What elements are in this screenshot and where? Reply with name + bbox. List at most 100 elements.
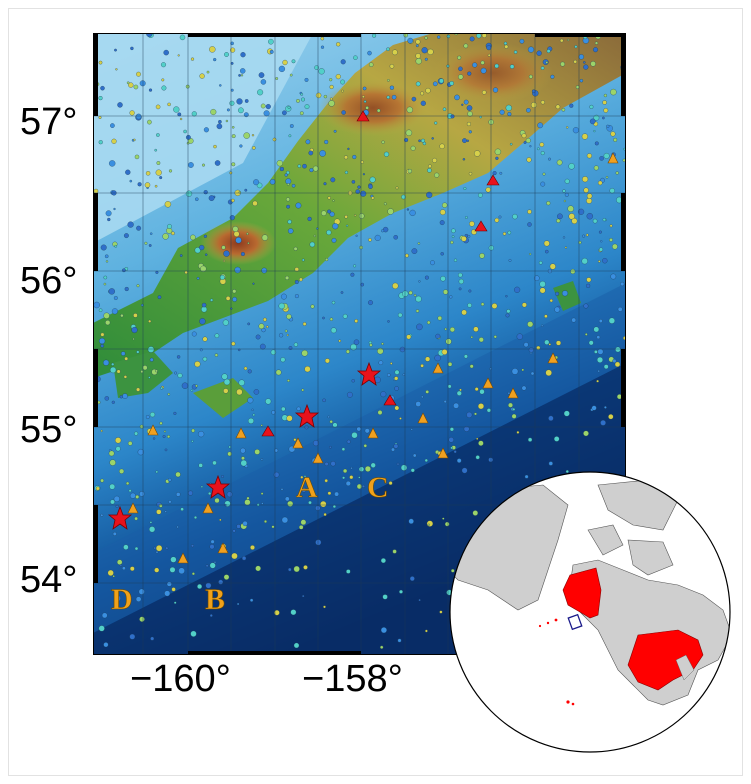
epicenter-dot <box>269 179 276 185</box>
epicenter-dot <box>378 360 384 365</box>
epicenter-dot <box>439 610 443 614</box>
epicenter-dot <box>134 546 139 551</box>
epicenter-dot <box>191 440 194 443</box>
epicenter-dot <box>602 116 605 120</box>
epicenter-dot <box>524 474 529 479</box>
epicenter-dot <box>329 97 333 101</box>
epicenter-dot <box>100 244 107 251</box>
epicenter-dot <box>396 462 400 466</box>
epicenter-dot <box>451 235 455 238</box>
epicenter-dot <box>167 435 171 439</box>
epicenter-dot <box>526 108 531 113</box>
epicenter-dot <box>302 163 307 169</box>
epicenter-dot <box>137 182 142 187</box>
epicenter-dot <box>261 267 268 274</box>
epicenter-dot <box>194 361 201 368</box>
epicenter-dot <box>236 602 240 606</box>
epicenter-dot <box>351 180 356 184</box>
epicenter-dot <box>344 215 348 219</box>
epicenter-dot <box>119 468 125 474</box>
epicenter-dot <box>578 208 585 215</box>
epicenter-dot <box>493 335 497 339</box>
epicenter-dot <box>331 238 337 243</box>
epicenter-dot <box>117 559 123 565</box>
epicenter-dot <box>231 341 236 346</box>
epicenter-dot <box>281 406 286 412</box>
epicenter-dot <box>236 98 243 105</box>
globe-inset-map <box>449 471 731 753</box>
epicenter-dot <box>333 129 337 133</box>
epicenter-dot <box>247 322 251 326</box>
epicenter-dot <box>293 438 297 442</box>
epicenter-dot <box>593 47 598 53</box>
epicenter-dot <box>115 591 119 594</box>
epicenter-dot <box>98 96 103 101</box>
epicenter-dot <box>495 156 499 160</box>
epicenter-dot <box>461 467 468 474</box>
epicenter-dot <box>479 253 485 259</box>
epicenter-dot <box>381 229 385 233</box>
epicenter-dot <box>150 636 155 641</box>
epicenter-dot <box>530 102 537 108</box>
epicenter-dot <box>369 343 373 347</box>
epicenter-dot <box>451 228 456 234</box>
epicenter-dot <box>579 79 584 83</box>
alaska-highlight <box>562 567 602 619</box>
epicenter-dot <box>173 411 177 415</box>
epicenter-dot <box>111 400 115 404</box>
epicenter-dot <box>100 513 104 517</box>
epicenter-dot <box>287 500 294 507</box>
epicenter-dot <box>286 170 290 175</box>
epicenter-dot <box>608 414 614 420</box>
epicenter-dot <box>407 168 412 174</box>
epicenter-dot <box>198 431 205 438</box>
epicenter-dot <box>329 420 333 424</box>
epicenter-dot <box>540 181 546 187</box>
epicenter-dot <box>567 205 574 212</box>
epicenter-dot <box>505 104 512 112</box>
epicenter-dot <box>194 247 201 254</box>
epicenter-dot <box>103 359 110 366</box>
epicenter-dot <box>594 41 599 45</box>
epicenter-dot <box>198 463 203 468</box>
epicenter-dot <box>308 150 314 156</box>
epicenter-dot <box>200 485 204 488</box>
epicenter-dot <box>156 161 161 165</box>
epicenter-dot <box>288 567 292 572</box>
epicenter-dot <box>439 220 445 226</box>
epicenter-dot <box>355 234 358 237</box>
epicenter-dot <box>415 44 419 48</box>
epicenter-dot <box>376 108 381 113</box>
epicenter-dot <box>204 253 208 256</box>
epicenter-dot <box>105 260 109 263</box>
epicenter-dot <box>480 67 487 74</box>
epicenter-dot <box>578 54 584 60</box>
epicenter-dot <box>287 228 294 234</box>
epicenter-dot <box>251 134 255 137</box>
epicenter-dot <box>109 366 117 374</box>
epicenter-dot <box>326 229 332 236</box>
epicenter-dot <box>324 358 330 364</box>
epicenter-dot <box>409 576 415 582</box>
epicenter-dot <box>583 430 589 437</box>
epicenter-dot <box>415 295 422 303</box>
epicenter-dot <box>179 254 183 257</box>
epicenter-dot <box>329 78 333 82</box>
epicenter-dot <box>507 391 511 395</box>
epicenter-dot <box>231 198 235 203</box>
epicenter-dot <box>329 317 334 321</box>
epicenter-dot <box>191 572 195 576</box>
epicenter-dot <box>131 326 138 334</box>
epicenter-dot <box>425 87 431 94</box>
epicenter-dot <box>523 141 527 144</box>
epicenter-dot <box>104 254 109 259</box>
epicenter-dot <box>487 53 491 57</box>
epicenter-dot <box>443 400 447 404</box>
epicenter-dot <box>261 502 264 505</box>
epicenter-dot <box>302 322 307 326</box>
epicenter-dot <box>424 458 428 462</box>
epicenter-dot <box>572 127 579 134</box>
epicenter-dot <box>564 178 570 184</box>
epicenter-dot <box>167 224 172 229</box>
epicenter-dot <box>323 94 328 99</box>
